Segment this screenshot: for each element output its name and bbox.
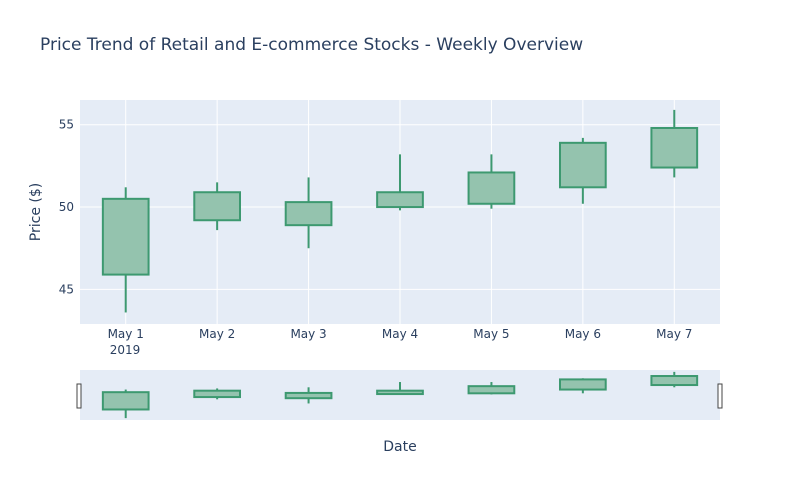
x-tick-label: May 4 xyxy=(382,327,418,341)
x-tick-label: May 1 xyxy=(108,327,144,341)
x-tick-label: May 7 xyxy=(656,327,692,341)
range-slider-right-handle[interactable] xyxy=(717,383,723,409)
range-slider-candles xyxy=(101,371,699,419)
main-body xyxy=(650,127,699,169)
main-body xyxy=(101,197,150,276)
slider-candle[interactable] xyxy=(284,387,333,404)
main-candle[interactable] xyxy=(193,182,242,231)
candles xyxy=(101,109,699,313)
slider-body xyxy=(101,391,150,411)
x-axis-ticks: May 1 May 2 May 3 May 4 May 5 May 6 May 7 xyxy=(108,327,693,341)
slider-candle[interactable] xyxy=(376,382,424,396)
slider-body xyxy=(376,389,424,396)
slider-candle[interactable] xyxy=(101,389,150,419)
y-axis-title: Price ($) xyxy=(28,183,44,241)
slider-body xyxy=(559,378,607,391)
gridlines xyxy=(80,100,720,324)
x-tick-label: May 2 xyxy=(199,327,235,341)
slider-body xyxy=(193,389,242,399)
main-candle[interactable] xyxy=(650,109,699,178)
y-tick-label: 55 xyxy=(59,118,74,132)
main-body xyxy=(467,171,516,205)
slider-candle[interactable] xyxy=(559,378,607,394)
slider-body xyxy=(650,375,699,387)
x-axis-title: Date xyxy=(383,439,416,455)
x-tick-label: May 6 xyxy=(565,327,601,341)
slider-candle[interactable] xyxy=(193,388,242,400)
x-tick-label: May 3 xyxy=(290,327,326,341)
main-body xyxy=(559,141,607,189)
y-tick-label: 45 xyxy=(59,282,74,296)
main-body xyxy=(376,191,424,209)
range-slider-left-handle[interactable] xyxy=(76,383,82,409)
x-year-label: 2019 xyxy=(110,343,141,357)
chart-title: Price Trend of Retail and E-commerce Sto… xyxy=(40,35,583,55)
x-tick-label: May 5 xyxy=(473,327,509,341)
y-tick-label: 50 xyxy=(59,200,74,214)
main-body xyxy=(193,191,242,222)
y-axis-ticks: 45 50 55 xyxy=(59,118,74,297)
slider-candle[interactable] xyxy=(650,371,699,388)
main-candle[interactable] xyxy=(284,177,333,249)
main-candle[interactable] xyxy=(559,137,607,204)
main-candle[interactable] xyxy=(467,154,516,209)
slider-body xyxy=(284,391,333,400)
slider-candle[interactable] xyxy=(467,382,516,395)
main-body xyxy=(284,201,333,227)
main-candle[interactable] xyxy=(101,187,150,313)
slider-body xyxy=(467,385,516,395)
main-candle[interactable] xyxy=(376,154,424,211)
